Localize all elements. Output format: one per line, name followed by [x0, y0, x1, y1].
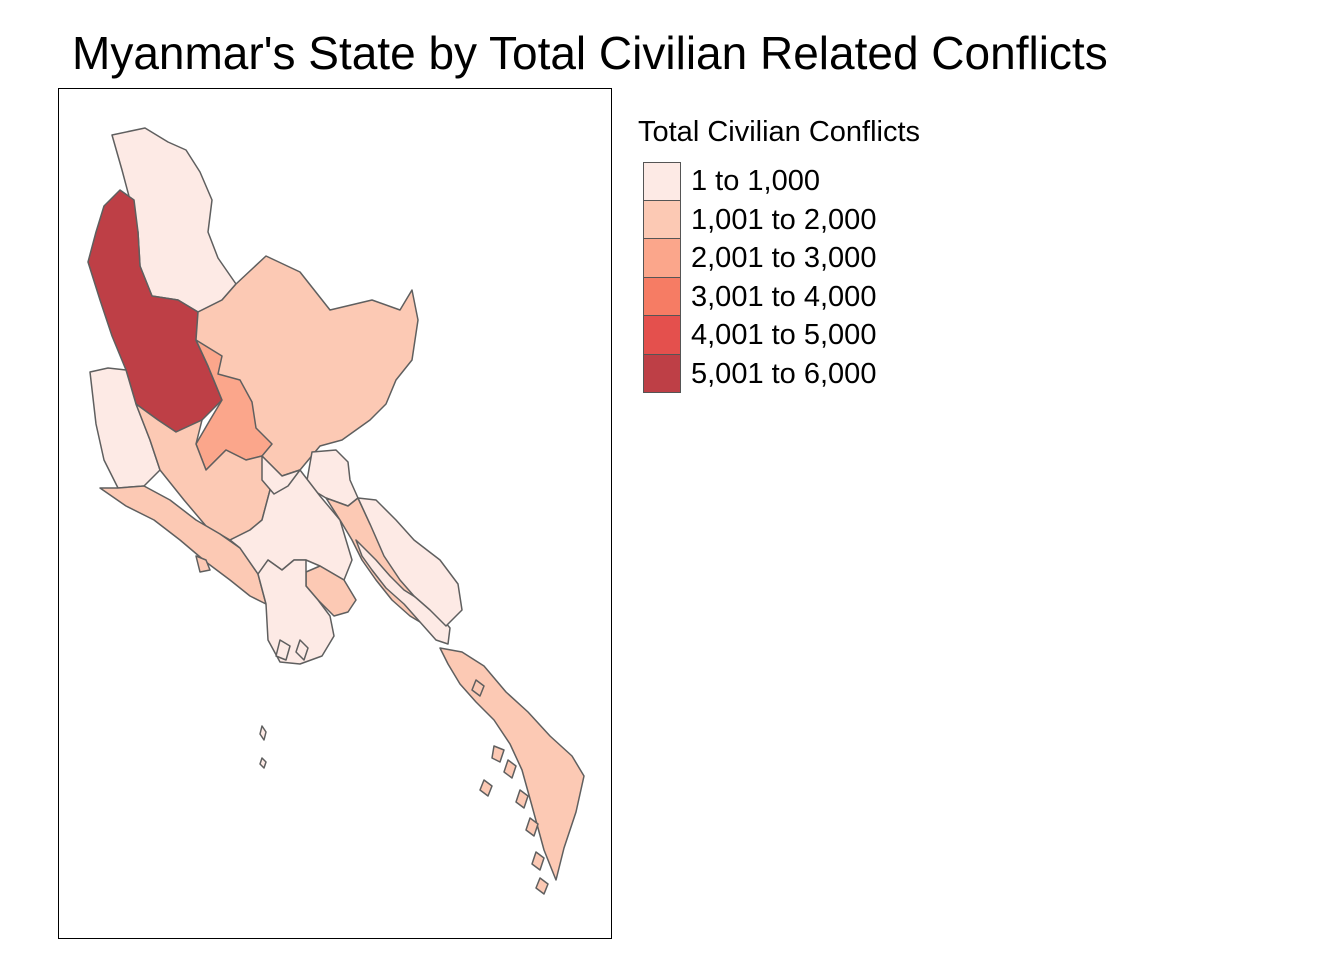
island-fragment	[259, 725, 267, 741]
island-fragment	[471, 679, 485, 697]
island-fragment	[259, 757, 267, 769]
island-fragment	[295, 639, 309, 661]
map-title: Myanmar's State by Total Civilian Relate…	[72, 27, 1108, 79]
legend-swatch	[643, 354, 681, 393]
legend-item: 5,001 to 6,000	[638, 354, 920, 393]
legend-swatch	[643, 277, 681, 316]
region-tanintharyi[interactable]	[439, 647, 585, 881]
legend-item: 1 to 1,000	[638, 162, 920, 201]
region-mon[interactable]	[355, 539, 451, 645]
island-fragment	[515, 789, 529, 809]
island-fragment	[479, 779, 493, 797]
legend-swatch	[643, 200, 681, 239]
legend-item: 4,001 to 5,000	[638, 316, 920, 355]
legend-label: 2,001 to 3,000	[691, 242, 877, 275]
legend-item: 2,001 to 3,000	[638, 239, 920, 278]
island-fragment	[535, 877, 549, 895]
island-fragment	[491, 745, 505, 763]
legend-item: 1,001 to 2,000	[638, 200, 920, 239]
legend-item: 3,001 to 4,000	[638, 277, 920, 316]
legend-label: 3,001 to 4,000	[691, 280, 877, 313]
island-fragment	[503, 759, 517, 779]
island-fragment	[195, 555, 211, 573]
island-fragment	[275, 639, 291, 661]
island-fragment	[531, 851, 545, 871]
region-east-strip[interactable]	[357, 497, 463, 627]
legend-swatch	[643, 316, 681, 355]
region-ayeyarwady[interactable]	[257, 559, 335, 665]
legend-label: 1 to 1,000	[691, 165, 820, 198]
map-frame	[58, 88, 612, 939]
legend-label: 4,001 to 5,000	[691, 319, 877, 352]
legend-rows: 1 to 1,000 1,001 to 2,000 2,001 to 3,000 3,…	[638, 162, 920, 393]
island-fragment	[525, 817, 539, 837]
legend-label: 5,001 to 6,000	[691, 357, 877, 390]
legend-label: 1,001 to 2,000	[691, 203, 877, 236]
legend: Total Civilian Conflicts 1 to 1,000 1,001…	[638, 114, 920, 393]
legend-swatch	[643, 239, 681, 278]
region-naypyitaw[interactable]	[261, 455, 301, 495]
legend-title: Total Civilian Conflicts	[638, 116, 921, 148]
legend-swatch	[643, 162, 681, 201]
